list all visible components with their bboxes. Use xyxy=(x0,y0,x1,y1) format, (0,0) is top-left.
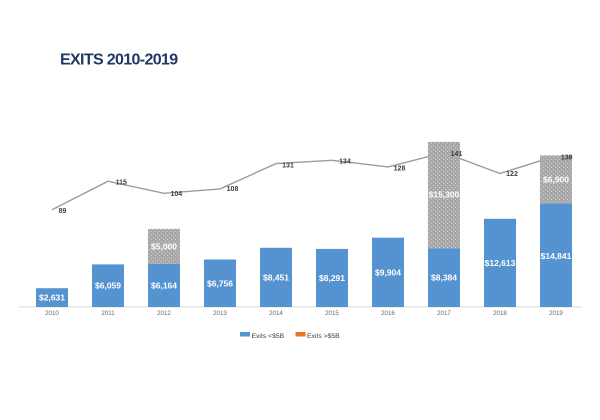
svg-text:EXITS 2010-2019: EXITS 2010-2019 xyxy=(60,52,178,69)
svg-text:89: 89 xyxy=(59,208,67,215)
svg-text:2018: 2018 xyxy=(493,310,507,317)
svg-text:$5,000: $5,000 xyxy=(151,241,177,251)
svg-text:$2,631: $2,631 xyxy=(39,293,65,303)
svg-text:2014: 2014 xyxy=(269,310,283,317)
svg-text:2010: 2010 xyxy=(45,310,59,317)
svg-text:134: 134 xyxy=(339,159,351,166)
svg-text:$9,904: $9,904 xyxy=(375,267,401,277)
svg-text:$14,841: $14,841 xyxy=(541,251,572,261)
svg-text:2011: 2011 xyxy=(101,310,115,317)
svg-text:108: 108 xyxy=(227,186,239,193)
svg-text:$8,451: $8,451 xyxy=(263,272,289,282)
svg-text:$6,900: $6,900 xyxy=(543,174,569,184)
svg-text:2016: 2016 xyxy=(381,310,395,317)
svg-text:138: 138 xyxy=(561,155,573,162)
svg-text:$6,756: $6,756 xyxy=(207,278,233,288)
svg-text:$6,059: $6,059 xyxy=(95,281,121,291)
svg-text:Exits <$5B: Exits <$5B xyxy=(252,333,285,340)
svg-text:2013: 2013 xyxy=(213,310,227,317)
svg-text:122: 122 xyxy=(506,171,518,178)
svg-text:Exits >$5B: Exits >$5B xyxy=(307,333,340,340)
svg-text:$6,164: $6,164 xyxy=(151,280,177,290)
svg-text:2015: 2015 xyxy=(325,310,339,317)
svg-text:$8,384: $8,384 xyxy=(431,273,457,283)
svg-text:2017: 2017 xyxy=(437,310,451,317)
svg-text:104: 104 xyxy=(170,191,182,198)
svg-text:$8,291: $8,291 xyxy=(319,273,345,283)
svg-text:131: 131 xyxy=(282,163,294,170)
svg-text:141: 141 xyxy=(451,151,463,158)
svg-text:128: 128 xyxy=(394,166,406,173)
svg-text:$12,613: $12,613 xyxy=(485,258,516,268)
svg-text:$15,300: $15,300 xyxy=(429,189,460,199)
svg-text:2012: 2012 xyxy=(157,310,171,317)
svg-text:115: 115 xyxy=(116,180,127,187)
svg-text:2019: 2019 xyxy=(549,310,563,317)
